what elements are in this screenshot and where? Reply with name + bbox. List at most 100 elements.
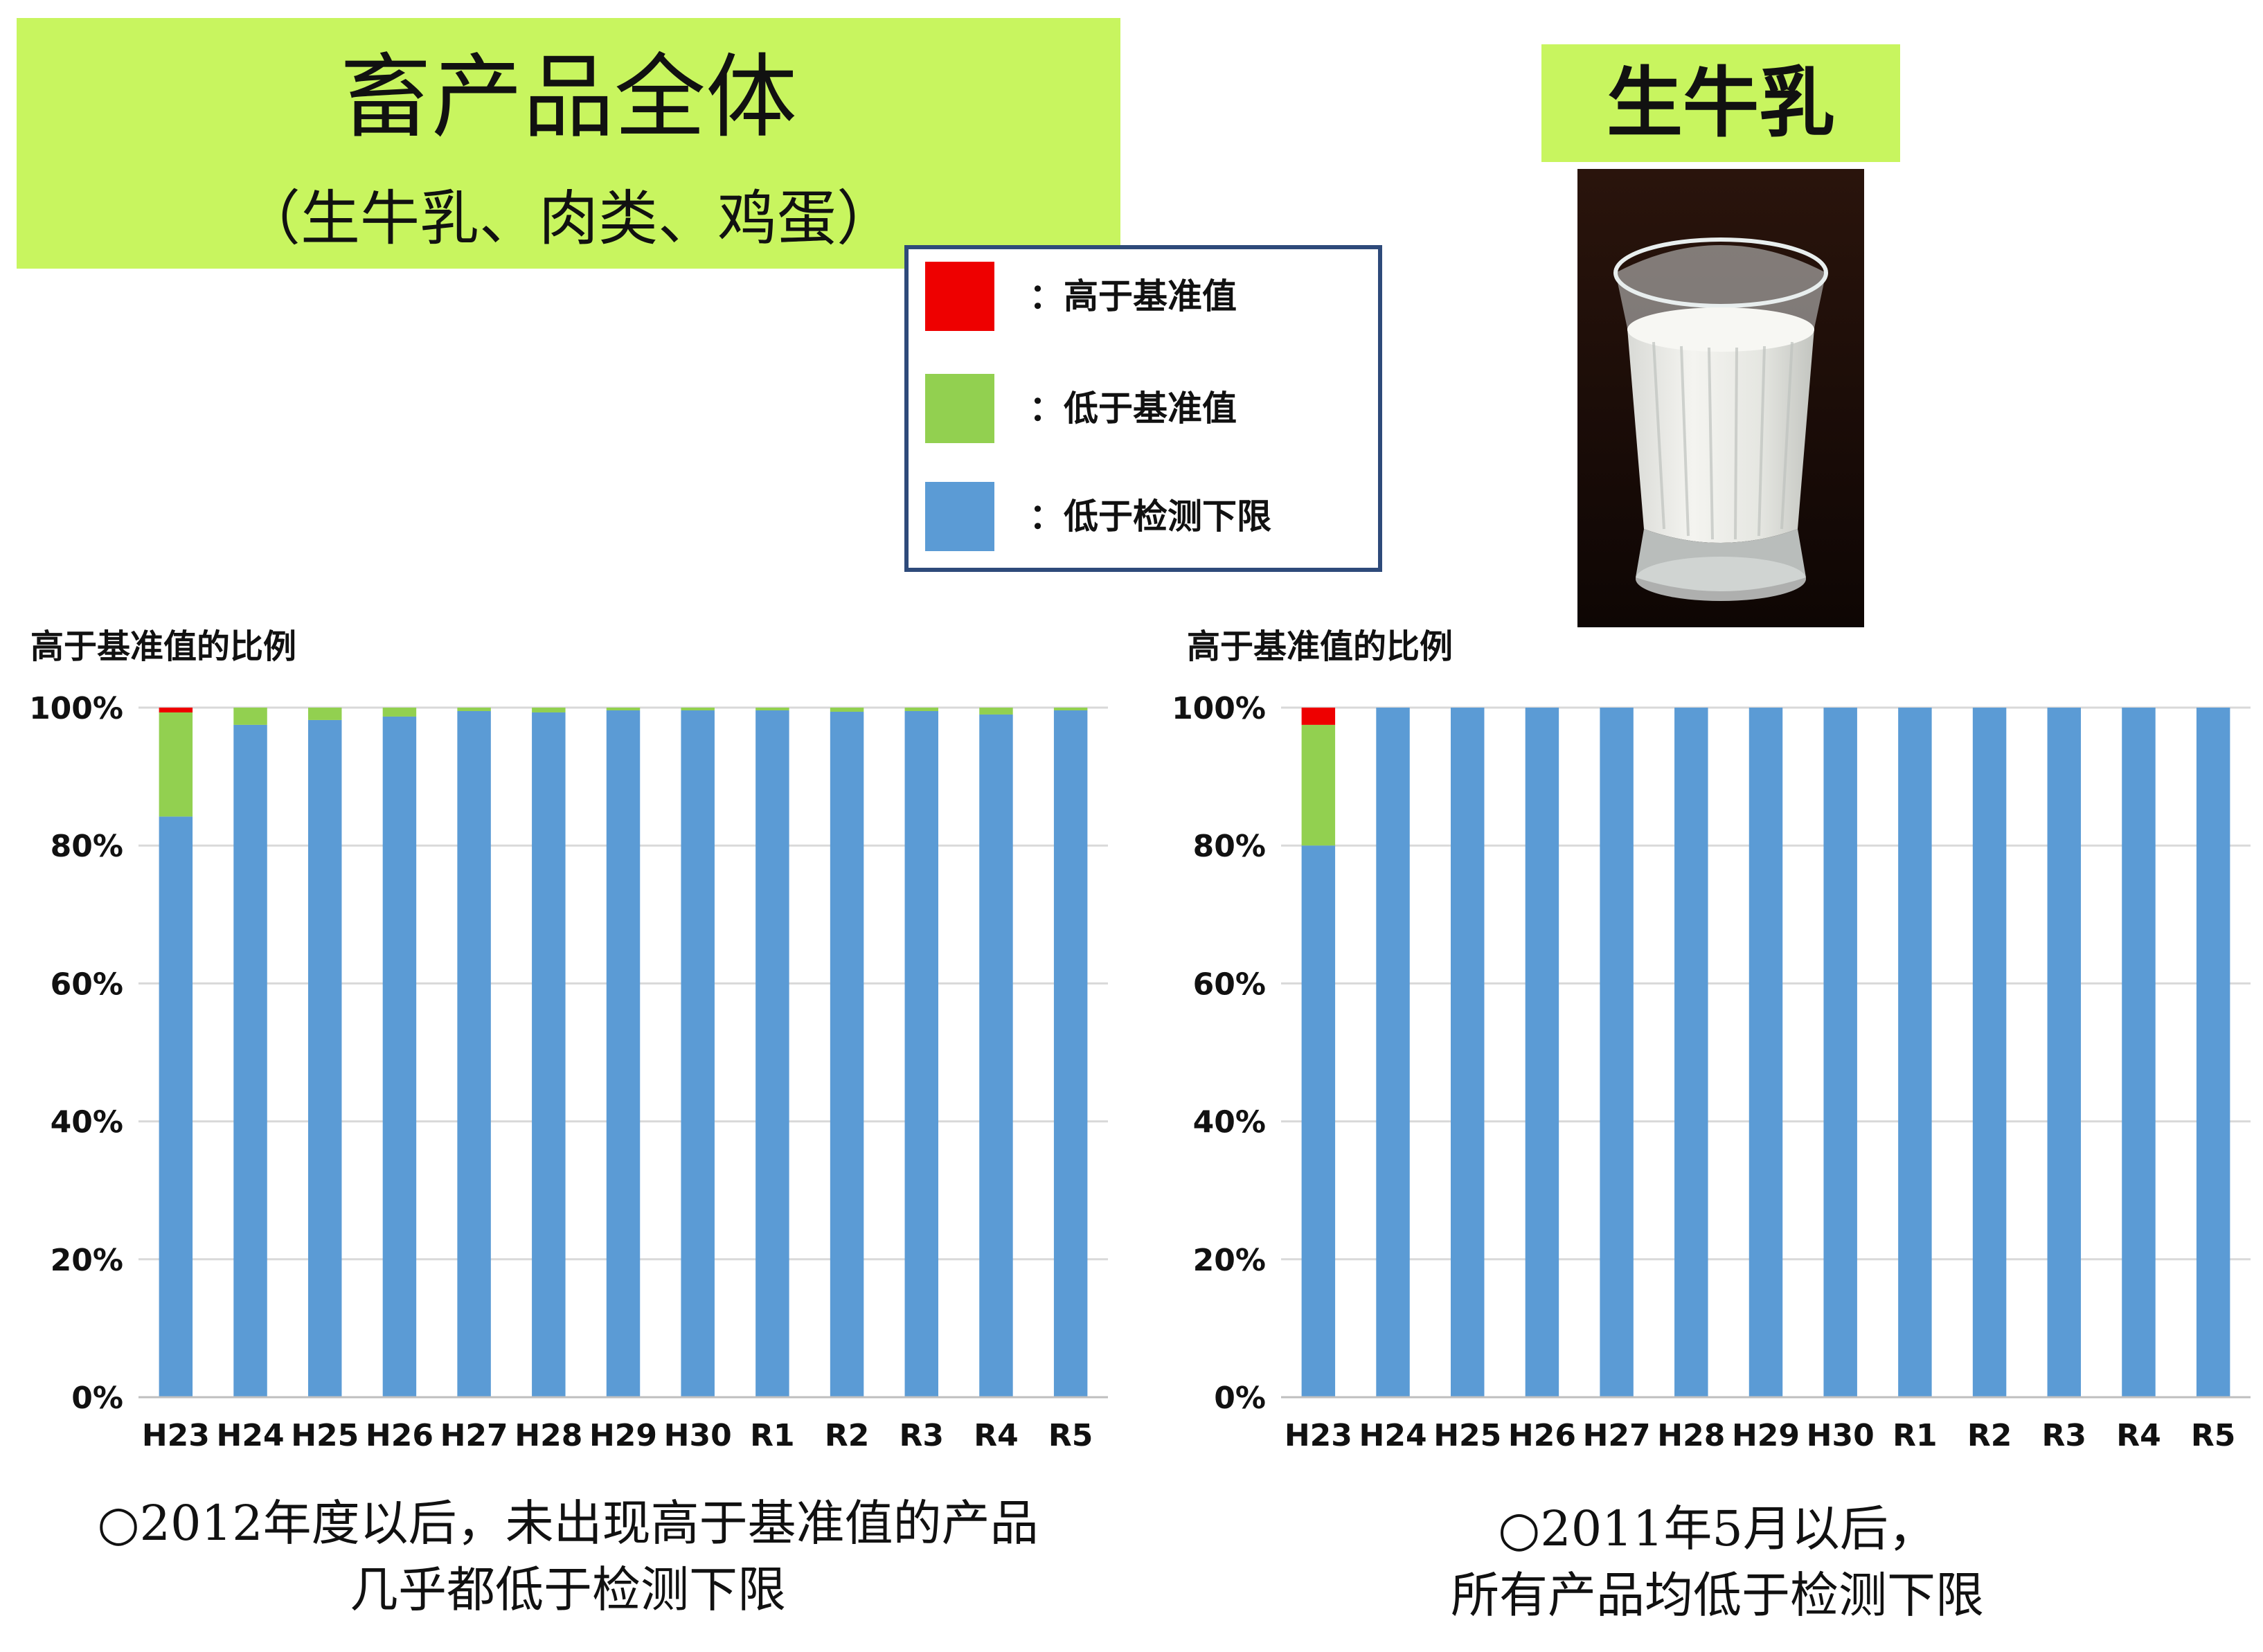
x-tick-label: H26	[1508, 1418, 1576, 1453]
page-title: 畜产品全体	[340, 44, 797, 151]
right-note-line1: ○2011年5月以后，	[1498, 1500, 1937, 1557]
bar-segment	[457, 710, 491, 1397]
legend-label: ：低于基准值	[1029, 388, 1237, 429]
bar-segment	[1376, 708, 1410, 1397]
bar-segment	[1301, 724, 1336, 846]
x-tick-label: R5	[1048, 1418, 1093, 1453]
y-tick-label: 80%	[51, 829, 123, 864]
bar-segment	[979, 708, 1013, 715]
right-chart-ylabel: 高于基准值的比例	[1187, 627, 1453, 666]
y-tick-label: 60%	[1193, 967, 1266, 1002]
y-tick-label: 0%	[1214, 1381, 1266, 1416]
x-tick-label: H28	[515, 1418, 582, 1453]
x-tick-label: R5	[2191, 1418, 2236, 1453]
bar-segment	[2196, 708, 2230, 1397]
legend-label: ：低于检测下限	[1029, 496, 1271, 537]
bar-segment	[830, 711, 864, 1397]
bar-segment	[1525, 708, 1559, 1397]
x-tick-label: H27	[1583, 1418, 1651, 1453]
bar-segment	[308, 719, 342, 1397]
x-tick-label: H24	[217, 1418, 285, 1453]
left-note-line1: ○2012年度以后，未出现高于基准值的产品	[97, 1495, 1039, 1552]
left-chart-ylabel: 高于基准值的比例	[30, 627, 297, 666]
bar-segment	[2122, 708, 2156, 1397]
chart-legend: ：高于基准值 ：低于基准值 ：低于检测下限	[904, 245, 1382, 572]
left-stacked-bar-chart: 0% 20% 40% 60% 80% 100% H23 H24 H25 H26 H27 H28 H29 H…	[29, 691, 1108, 1453]
bar-segment	[1600, 708, 1634, 1397]
y-tick-label: 100%	[29, 691, 123, 726]
y-tick-label: 40%	[51, 1105, 123, 1140]
bar-segment	[1898, 708, 1932, 1397]
x-tick-label: R4	[2116, 1418, 2161, 1453]
bar-segment	[904, 708, 938, 711]
y-tick-label: 60%	[51, 967, 123, 1002]
bar-segment	[308, 708, 342, 720]
bar-segment	[1053, 708, 1088, 710]
x-tick-label: H23	[1285, 1418, 1352, 1453]
bar-segment	[1823, 708, 1857, 1397]
x-tick-label: R3	[900, 1418, 945, 1453]
bar-segment	[1301, 845, 1336, 1397]
legend-swatch-green	[925, 374, 994, 443]
right-note-line2: 所有产品均低于检测下限	[1451, 1567, 1984, 1624]
x-tick-label: R2	[825, 1418, 870, 1453]
x-tick-label: H29	[589, 1418, 657, 1453]
y-tick-label: 40%	[1193, 1105, 1266, 1140]
legend-label: ：高于基准值	[1029, 276, 1237, 316]
y-tick-label: 20%	[1193, 1243, 1266, 1278]
bar-segment	[159, 712, 193, 817]
bar-segment	[159, 816, 193, 1397]
bar-segment	[755, 708, 789, 710]
bar-segment	[532, 712, 566, 1397]
right-stacked-bar-chart: 0% 20% 40% 60% 80% 100% H23 H24 H25 H26 H27 H28 H29 H…	[1172, 691, 2251, 1453]
title-banner: 畜产品全体 （生牛乳、肉类、鸡蛋）	[17, 18, 1120, 269]
x-tick-label: H28	[1657, 1418, 1725, 1453]
bar-segment	[979, 714, 1013, 1397]
y-tick-label: 20%	[51, 1243, 123, 1278]
bar-segment	[2047, 708, 2081, 1397]
bar-segment	[1748, 708, 1783, 1397]
x-tick-label: H26	[366, 1418, 433, 1453]
x-tick-label: H25	[291, 1418, 359, 1453]
legend-item-below-standard: ：低于基准值	[925, 374, 1368, 443]
milk-glass-photo	[1577, 169, 1864, 627]
bar-segment	[1674, 708, 1708, 1397]
y-tick-label: 0%	[71, 1381, 123, 1416]
bar-segment	[532, 708, 566, 712]
bar-segment	[681, 708, 715, 710]
bar-segment	[904, 710, 938, 1397]
bar-segment	[755, 710, 789, 1397]
bar-segment	[233, 724, 267, 1397]
bar-segment	[1451, 708, 1485, 1397]
x-tick-label: H24	[1359, 1418, 1427, 1453]
bar-segment	[1053, 710, 1088, 1397]
bar-segment	[457, 708, 491, 711]
page-subtitle: （生牛乳、肉类、鸡蛋）	[241, 184, 896, 253]
legend-swatch-red	[925, 262, 994, 331]
x-tick-label: H30	[664, 1418, 732, 1453]
x-tick-label: R1	[750, 1418, 795, 1453]
x-tick-label: H30	[1807, 1418, 1875, 1453]
bar-segment	[606, 708, 641, 710]
x-tick-label: H23	[142, 1418, 210, 1453]
x-tick-label: H25	[1433, 1418, 1501, 1453]
y-tick-label: 100%	[1172, 691, 1266, 726]
bar-segment	[1301, 708, 1336, 725]
x-tick-label: H29	[1732, 1418, 1800, 1453]
legend-swatch-blue	[925, 482, 994, 551]
milk-glass-image	[1577, 169, 1864, 627]
bar-segment	[830, 708, 864, 712]
bar-segment	[382, 716, 417, 1397]
bar-segment	[1972, 708, 2007, 1397]
legend-item-above-standard: ：高于基准值	[925, 262, 1368, 331]
bar-segment	[159, 708, 193, 712]
bar-segment	[233, 708, 267, 725]
bar-segment	[681, 710, 715, 1397]
x-tick-label: R2	[1967, 1418, 2012, 1453]
y-tick-label: 80%	[1193, 829, 1266, 864]
x-tick-label: R4	[974, 1418, 1019, 1453]
milk-label: 生牛乳	[1541, 44, 1900, 162]
bar-segment	[606, 710, 641, 1397]
x-tick-label: R3	[2042, 1418, 2087, 1453]
left-note-line2: 几乎都低于检测下限	[350, 1561, 786, 1618]
